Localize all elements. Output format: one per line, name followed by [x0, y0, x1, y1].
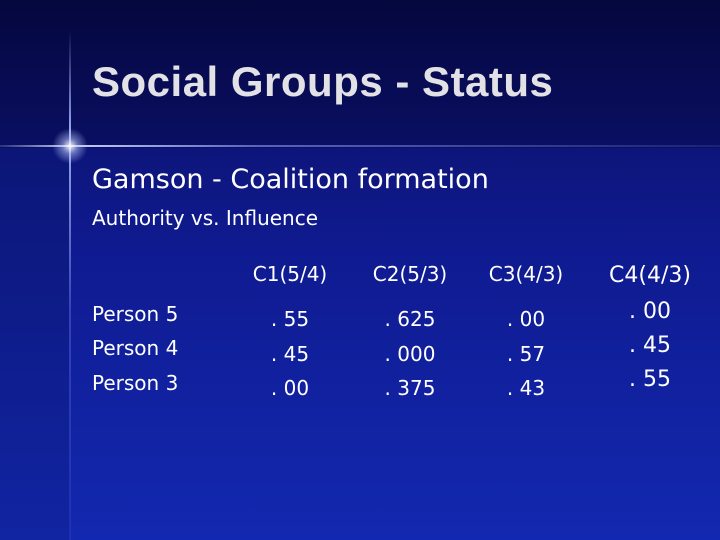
table-cell: . 375	[384, 376, 436, 400]
table-cell: . 45	[629, 333, 671, 358]
vertical-accent-line	[69, 30, 71, 540]
slide-subheading: Authority vs. Influence	[92, 206, 319, 230]
table-cell: . 55	[629, 367, 671, 392]
row-label-person-3: Person 3	[92, 371, 179, 395]
table-cell: . 625	[384, 307, 436, 331]
table-cell: . 55	[270, 307, 310, 331]
slide-title: Social Groups - Status	[92, 58, 554, 105]
row-label-person-4: Person 4	[92, 336, 179, 360]
table-cell: . 45	[270, 341, 310, 366]
left-accent-strip	[0, 148, 70, 540]
column-header-c2: C2(5/3)	[372, 262, 448, 286]
table-cell: . 000	[384, 341, 436, 366]
column-c1: C1(5/4) . 55 . 45 . 00	[240, 262, 340, 406]
column-c2: C2(5/3) . 625 . 000 . 375	[360, 262, 460, 406]
table-cell: . 57	[506, 341, 546, 366]
title-band	[0, 0, 720, 148]
column-header-c3: C3(4/3)	[488, 262, 564, 286]
column-c4: C4(4/3) . 00 . 45 . 55	[596, 262, 704, 397]
slide-subtitle: Gamson - Coalition formation	[92, 164, 489, 195]
column-header-c4: C4(4/3)	[609, 263, 691, 288]
table-cell: . 00	[270, 376, 310, 400]
table-cell: . 43	[506, 376, 546, 400]
table-cell: . 00	[629, 299, 671, 324]
column-header-c1: C1(5/4)	[252, 262, 328, 286]
horizontal-accent-line	[0, 145, 720, 147]
column-c3: C3(4/3) . 00 . 57 . 43	[476, 262, 576, 406]
table-cell: . 00	[506, 307, 546, 331]
light-flare-icon	[52, 128, 88, 164]
row-label-person-5: Person 5	[92, 302, 179, 326]
